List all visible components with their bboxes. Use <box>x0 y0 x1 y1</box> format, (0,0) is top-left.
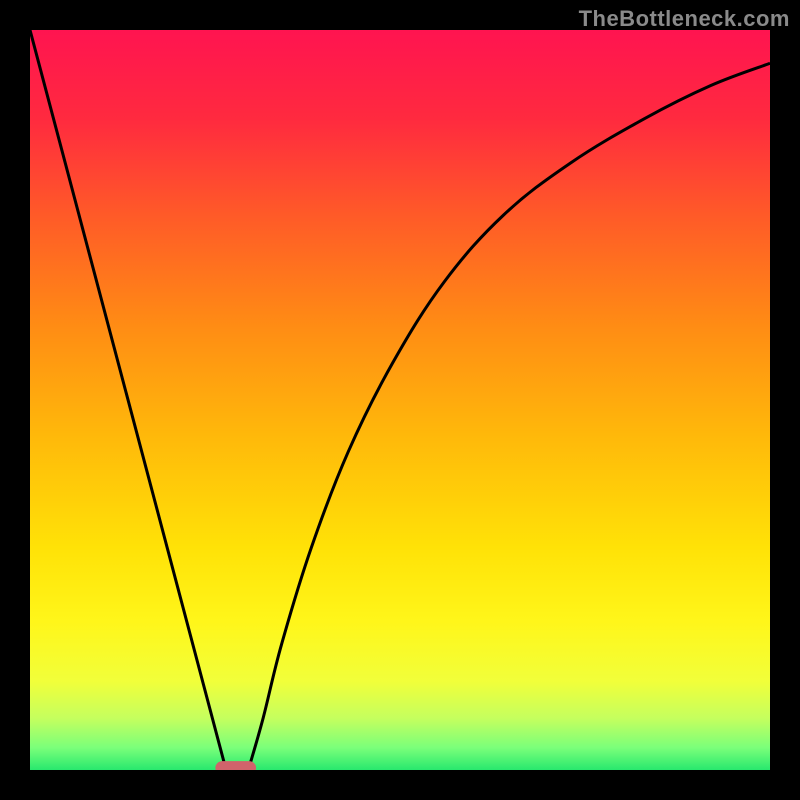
left-descent-line <box>30 30 226 770</box>
right-curve <box>248 63 770 770</box>
minimum-marker <box>215 761 256 770</box>
curve-layer <box>30 30 770 770</box>
chart-area <box>30 30 770 770</box>
watermark-text: TheBottleneck.com <box>579 6 790 32</box>
